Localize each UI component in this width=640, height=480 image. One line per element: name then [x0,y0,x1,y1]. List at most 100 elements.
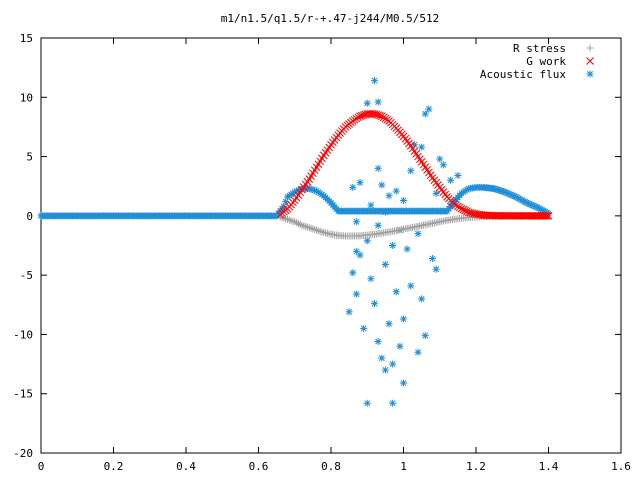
r-stress-point [287,217,295,225]
acoustic-flux-point [352,218,360,226]
acoustic-flux-point [425,105,433,113]
acoustic-flux-point [385,192,393,200]
r-stress-point [302,223,310,231]
acoustic-flux-point [510,192,518,200]
acoustic-flux-point [532,203,540,211]
acoustic-flux-point [509,192,517,200]
x-tick-label: 0.8 [321,460,341,473]
acoustic-flux-point [378,181,386,189]
acoustic-flux-point [385,320,393,328]
acoustic-flux-point [356,179,364,187]
y-tick-label: 10 [20,91,33,104]
acoustic-flux-point [501,188,509,196]
acoustic-flux-point [392,288,400,296]
acoustic-flux-point [515,195,523,203]
y-tick-label: 5 [26,151,33,164]
series-2 [37,77,552,407]
legend-marker [586,70,594,78]
y-tick-label: -20 [13,447,33,460]
acoustic-flux-point [400,196,407,204]
y-tick-label: 0 [26,210,33,223]
acoustic-flux-point [407,167,415,175]
acoustic-flux-point [490,185,498,193]
x-tick-label: 0.6 [249,460,269,473]
acoustic-flux-point [352,247,360,255]
g-work-point [544,212,553,220]
legend-marker [586,57,594,65]
r-stress-point [278,214,286,222]
acoustic-flux-point [531,202,539,210]
acoustic-flux-point [360,325,368,332]
acoustic-flux-point [371,77,378,85]
r-stress-point [305,224,313,232]
r-stress-point [318,228,326,236]
x-tick-label: 1.4 [539,460,559,473]
acoustic-flux-point [523,199,531,207]
acoustic-flux-point [389,399,397,407]
r-stress-point [300,222,308,230]
acoustic-flux-point [527,201,535,209]
acoustic-flux-point [396,342,404,350]
g-work-point [457,204,466,213]
r-stress-point [307,224,315,232]
acoustic-flux-point [389,242,397,249]
acoustic-flux-point [374,221,382,229]
acoustic-flux-point [282,198,290,206]
acoustic-flux-point [418,295,426,303]
acoustic-flux-point [407,282,415,290]
legend-marker [586,44,594,52]
acoustic-flux-point [492,185,500,193]
acoustic-flux-point [436,155,444,163]
acoustic-flux-point [389,360,397,368]
acoustic-flux-point [400,379,407,387]
legend-label: G work [526,55,566,68]
acoustic-flux-point [374,164,382,172]
axis-ticks: 0 0.2 0.4 0.6 0.8 1 1.2 1.4 1.6 -20 -15 -10 -5 0 5 10 15 [13,32,631,473]
series-1 [276,110,553,220]
acoustic-flux-point [381,260,389,268]
acoustic-flux-point [503,189,511,197]
y-tick-label: -10 [13,328,33,341]
r-stress-point [285,216,293,224]
acoustic-flux-point [429,255,436,263]
x-tick-label: 0.2 [104,460,124,473]
y-tick-label: -5 [20,269,33,282]
y-tick-label: -15 [13,388,33,401]
acoustic-flux-point [498,187,506,195]
acoustic-flux-point [363,99,371,107]
acoustic-flux-point [414,230,422,238]
r-stress-point [284,215,291,223]
r-stress-point [294,220,302,228]
acoustic-flux-point [496,187,504,195]
acoustic-flux-point [363,399,371,407]
acoustic-flux-point [349,183,357,191]
acoustic-flux-point [507,191,515,199]
r-stress-point [311,225,319,233]
acoustic-flux-point [499,188,507,196]
acoustic-flux-point [305,185,313,193]
g-work-point [365,110,373,118]
acoustic-flux-point [374,338,382,346]
acoustic-flux-point [371,300,378,308]
acoustic-flux-point [392,187,400,195]
acoustic-flux-point [311,186,319,194]
acoustic-flux-point [529,202,537,210]
acoustic-flux-point [410,141,418,149]
y-tick-label: 15 [20,32,33,45]
x-tick-label: 1.6 [611,460,631,473]
r-stress-point [293,219,301,227]
acoustic-flux-point [524,199,532,207]
acoustic-flux-point [356,251,364,259]
acoustic-flux-point [421,110,429,118]
g-work-point [376,111,384,120]
acoustic-flux-point [349,269,357,277]
legend-label: R stress [513,42,566,55]
acoustic-flux-point [495,186,503,194]
g-work-point [541,212,550,220]
acoustic-flux-point [432,265,440,273]
acoustic-flux-point [414,348,422,356]
r-stress-point [313,226,320,234]
acoustic-flux-point [381,208,389,216]
r-stress-point [314,227,322,235]
